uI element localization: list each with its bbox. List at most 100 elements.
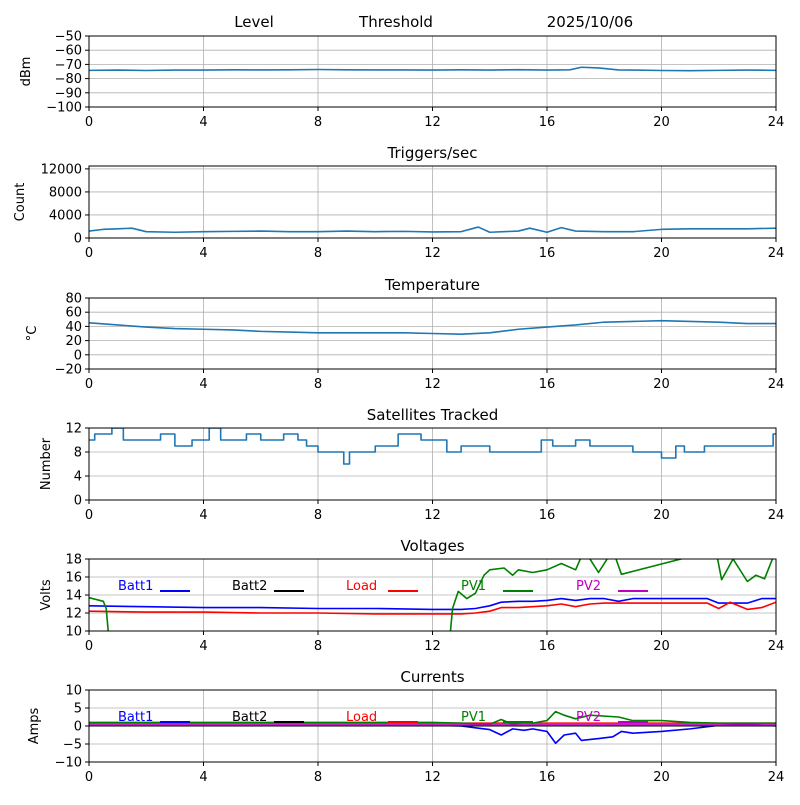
y-tick-label: 0 xyxy=(74,720,82,735)
legend-label-load: Load xyxy=(346,579,377,594)
x-tick-label: 0 xyxy=(85,115,93,130)
series-group xyxy=(89,559,776,631)
series-line-batt1 xyxy=(89,597,776,611)
y-tick-label: −60 xyxy=(55,44,82,59)
x-tick-label: 4 xyxy=(199,115,207,130)
y-tick-label: 8 xyxy=(74,446,82,461)
y-tick-label: −70 xyxy=(55,58,82,73)
y-tick-label: 12 xyxy=(65,422,82,437)
y-tick-label: 80 xyxy=(65,292,82,307)
y-axis-label: °C xyxy=(25,326,40,342)
x-tick-label: 12 xyxy=(424,508,441,523)
x-tick-label: 8 xyxy=(314,377,322,392)
panel-title: Satellites Tracked xyxy=(367,406,498,424)
x-tick-label: 4 xyxy=(199,770,207,785)
y-tick-label: 14 xyxy=(65,589,82,604)
x-tick-label: 24 xyxy=(768,770,785,785)
x-tick-label: 0 xyxy=(85,639,93,654)
series-group xyxy=(89,710,776,745)
y-tick-label: 0 xyxy=(74,348,82,363)
y-tick-label: 18 xyxy=(65,553,82,568)
y-tick-label: −50 xyxy=(55,30,82,45)
y-tick-label: 12000 xyxy=(41,162,82,177)
panel-voltages: 0 4 8 12 16 20 24 10 12 14 16 18 Voltages Volts Batt1 B… xyxy=(39,537,784,654)
x-tick-label: 16 xyxy=(539,639,556,654)
header-level-label: Level xyxy=(234,13,274,31)
panel-satellites: 0 4 8 12 16 20 24 0 4 8 12 Satellites Tracked Number xyxy=(39,406,784,523)
legend-label-pv2: PV2 xyxy=(576,710,601,725)
series-line-temperature xyxy=(89,319,776,336)
x-tick-label: 12 xyxy=(424,115,441,130)
y-axis-label: Number xyxy=(39,437,54,490)
x-tick-label: 4 xyxy=(199,508,207,523)
panel-level: 0 4 8 12 16 20 24 −50−60−70−80−90−100 dBm xyxy=(19,30,784,131)
y-tick-label: 0 xyxy=(74,494,82,509)
series-group xyxy=(89,226,776,234)
x-tick-label: 20 xyxy=(653,770,670,785)
panel-title: Currents xyxy=(400,668,464,686)
legend-label-pv1: PV1 xyxy=(461,710,486,725)
y-tick-label: −90 xyxy=(55,86,82,101)
y-tick-label: −100 xyxy=(46,101,82,116)
y-tick-label: 10 xyxy=(65,684,82,699)
series-line-pv1 xyxy=(89,710,776,725)
panel-title: Voltages xyxy=(400,537,464,555)
y-tick-label: 5 xyxy=(74,702,82,717)
x-tick-label: 12 xyxy=(424,639,441,654)
y-tick-label: 20 xyxy=(65,334,82,349)
x-tick-label: 20 xyxy=(653,639,670,654)
y-tick-label: −10 xyxy=(55,756,82,771)
panel-title: Temperature xyxy=(384,276,480,294)
x-tick-label: 24 xyxy=(768,508,785,523)
series-group xyxy=(89,66,776,72)
x-tick-label: 16 xyxy=(539,246,556,261)
x-tick-label: 16 xyxy=(539,115,556,130)
series-group xyxy=(89,428,776,465)
legend-label-load: Load xyxy=(346,710,377,725)
legend-label-batt2: Batt2 xyxy=(232,579,267,594)
y-tick-label: 16 xyxy=(65,571,82,586)
legend-label-batt2: Batt2 xyxy=(232,710,267,725)
legend-label-batt1: Batt1 xyxy=(118,710,153,725)
series-group xyxy=(89,319,776,336)
x-tick-label: 8 xyxy=(314,246,322,261)
y-tick-label: 60 xyxy=(65,306,82,321)
legend-label-pv1: PV1 xyxy=(461,579,486,594)
panel-triggers: 0 4 8 12 16 20 24 0 4000 8000 12000 Triggers/sec Cou… xyxy=(13,144,784,261)
series-line-load xyxy=(89,601,776,615)
y-tick-label: −5 xyxy=(63,738,82,753)
y-tick-label: 0 xyxy=(74,232,82,247)
x-tick-label: 8 xyxy=(314,508,322,523)
x-tick-label: 0 xyxy=(85,246,93,261)
x-tick-label: 8 xyxy=(314,639,322,654)
x-tick-label: 0 xyxy=(85,377,93,392)
header-threshold-label: Threshold xyxy=(358,13,433,31)
y-tick-label: 12 xyxy=(65,607,82,622)
y-tick-label: 4 xyxy=(74,470,82,485)
series-line-satellites xyxy=(89,428,776,465)
x-tick-label: 24 xyxy=(768,115,785,130)
x-tick-label: 16 xyxy=(539,508,556,523)
x-tick-label: 12 xyxy=(424,770,441,785)
x-tick-label: 12 xyxy=(424,377,441,392)
x-tick-label: 24 xyxy=(768,377,785,392)
y-axis-label: dBm xyxy=(19,57,34,87)
x-tick-label: 8 xyxy=(314,115,322,130)
x-tick-label: 4 xyxy=(199,639,207,654)
panel-currents: 0 4 8 12 16 20 24 −10 −5 0 5 10 Currents Amps Batt1 Bat… xyxy=(27,668,784,785)
legend-label-pv2: PV2 xyxy=(576,579,601,594)
series-line-level xyxy=(89,66,776,72)
y-tick-label: 10 xyxy=(65,625,82,640)
series-line-triggers xyxy=(89,226,776,234)
y-tick-label: 40 xyxy=(65,320,82,335)
y-tick-label: −80 xyxy=(55,72,82,87)
x-tick-label: 4 xyxy=(199,377,207,392)
x-tick-label: 4 xyxy=(199,246,207,261)
x-tick-label: 24 xyxy=(768,639,785,654)
y-axis-label: Volts xyxy=(39,579,54,611)
y-axis-label: Count xyxy=(13,183,28,222)
